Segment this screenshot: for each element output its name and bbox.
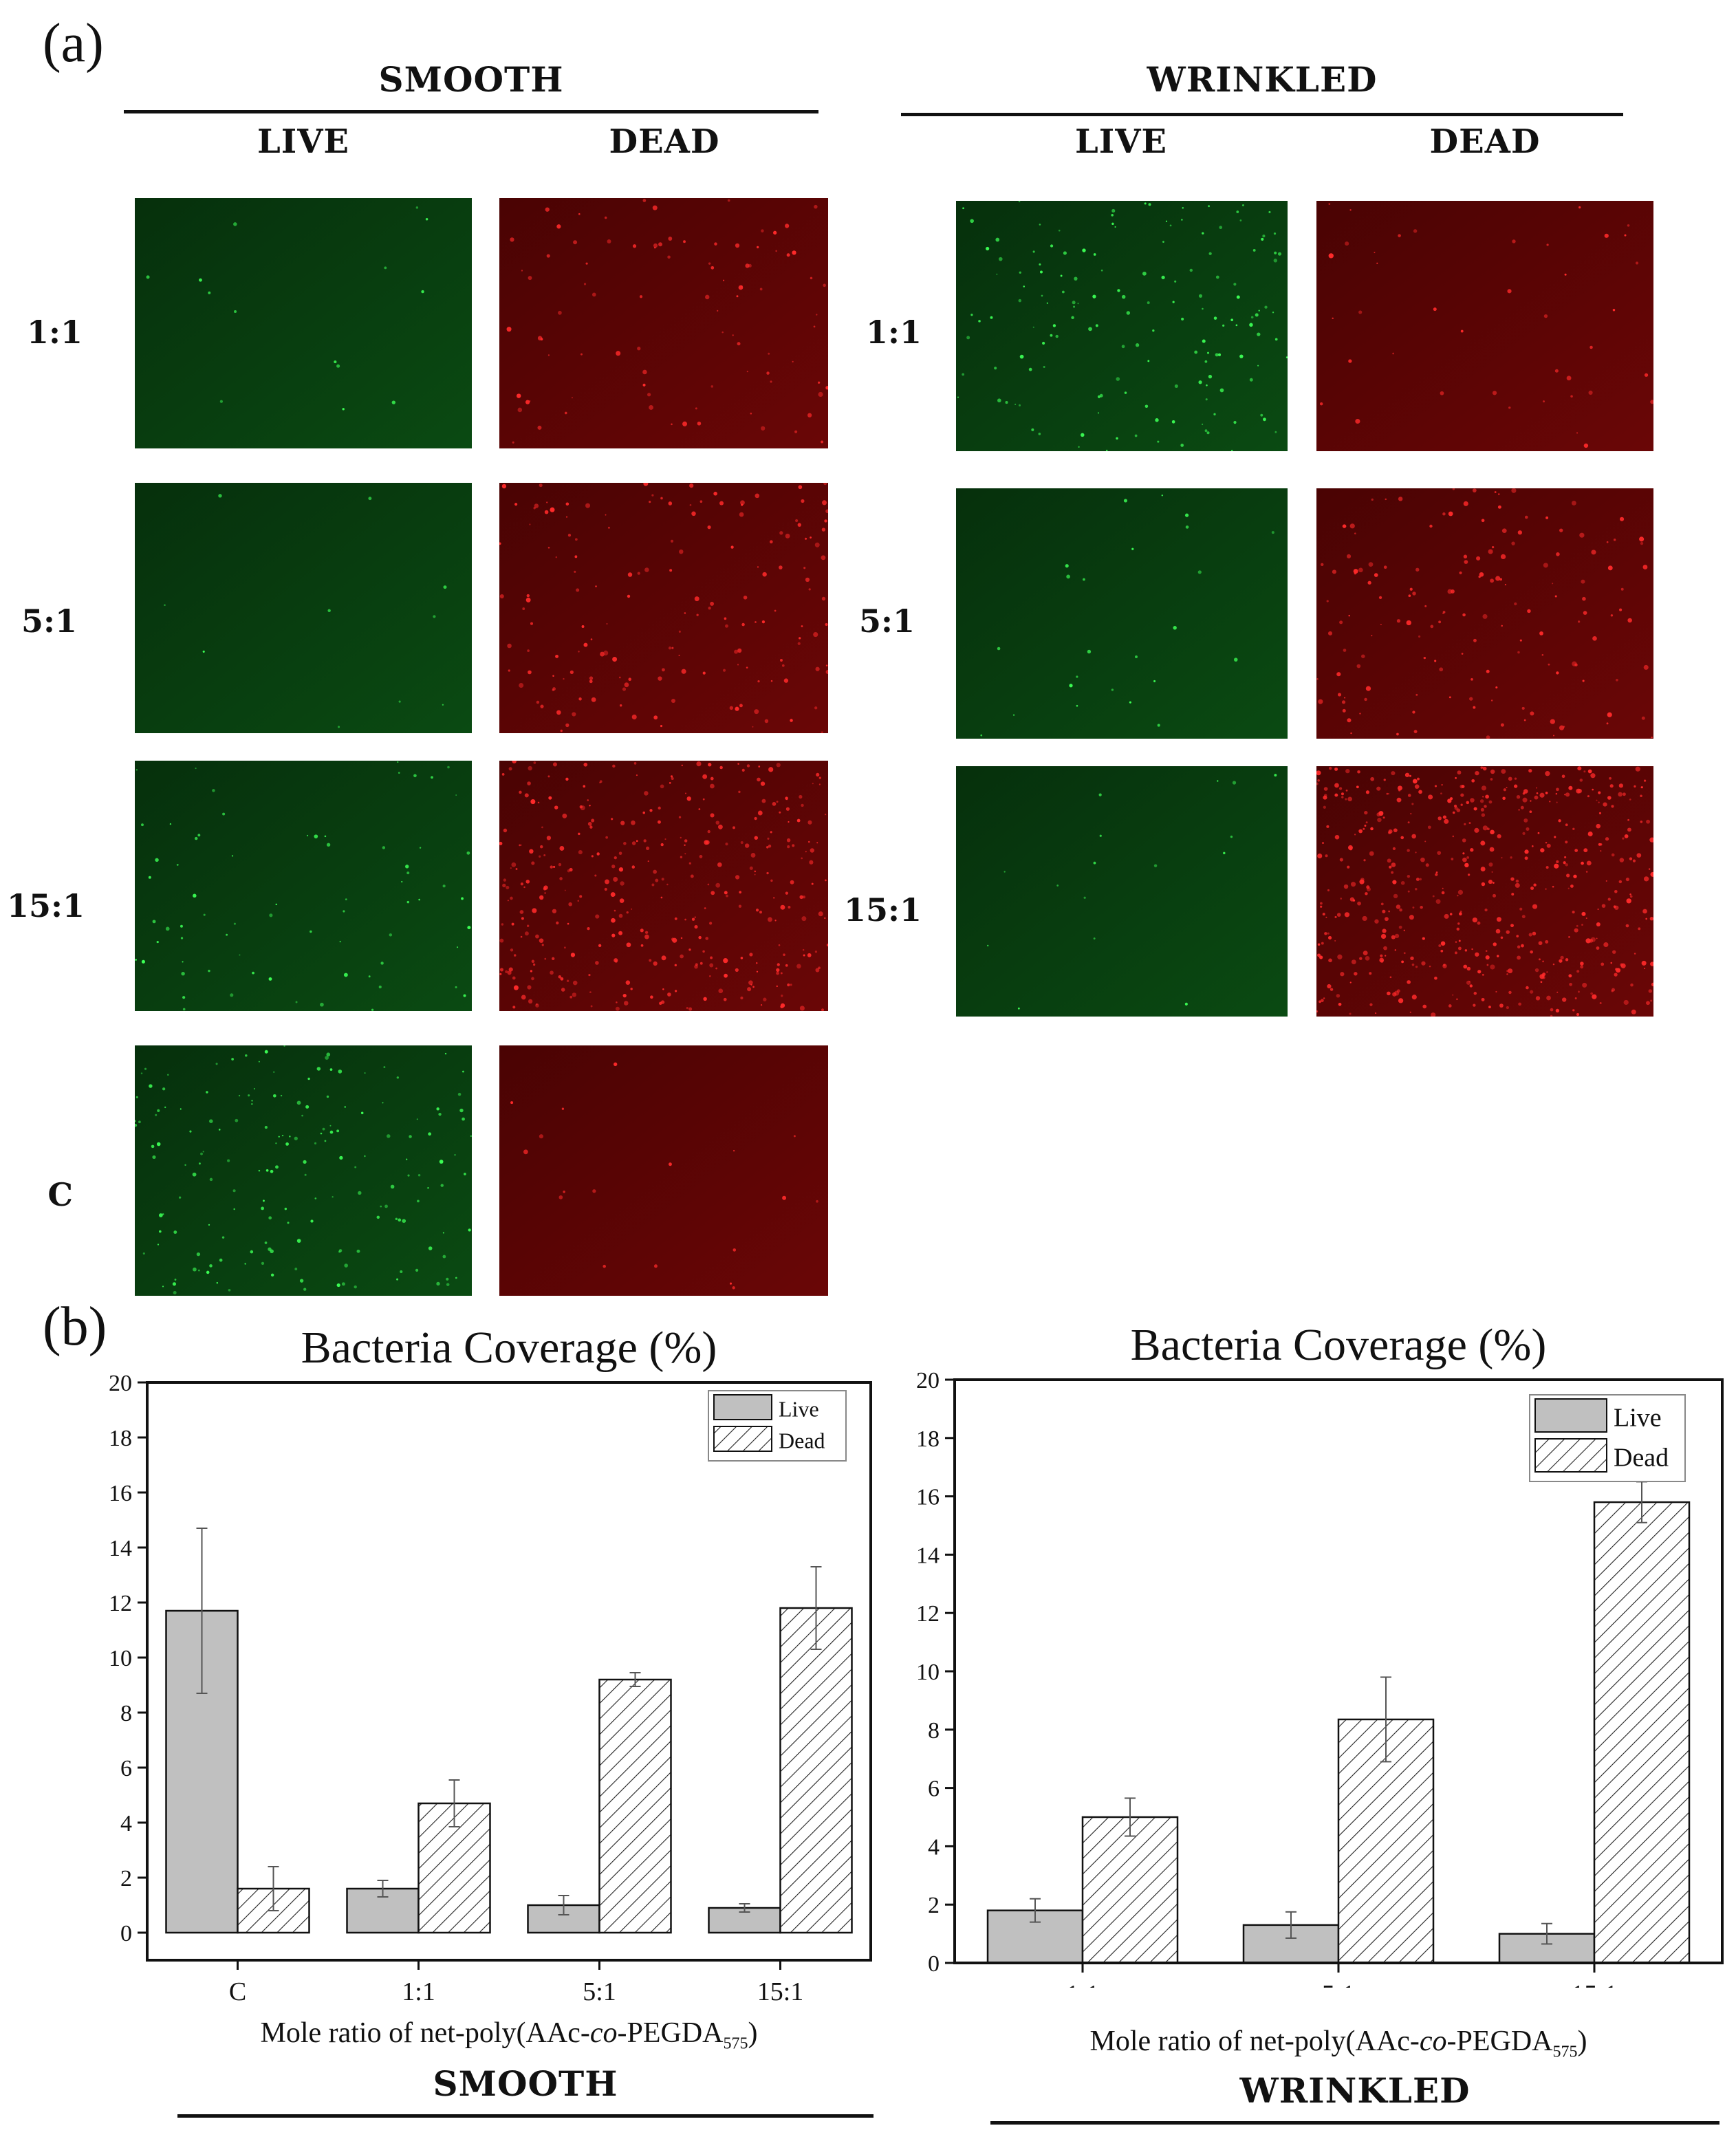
x-tick-label: 1:1 bbox=[1066, 1980, 1100, 1988]
smooth-caption: SMOOTH bbox=[433, 2063, 618, 2104]
error-bar-live-15:1 bbox=[1541, 1922, 1552, 1945]
x-tick-label: 5:1 bbox=[1322, 1980, 1356, 1988]
x-tick-label: 1:1 bbox=[402, 1977, 435, 2006]
y-tick-label: 2 bbox=[120, 1866, 132, 1891]
wrinkled-caption-rule bbox=[990, 2121, 1719, 2125]
wrinkled-dead-heading: DEAD bbox=[1429, 122, 1541, 161]
plot-frame bbox=[953, 1378, 1724, 1964]
error-bar-dead-5:1 bbox=[1380, 1676, 1391, 1763]
y-tick-label: 18 bbox=[109, 1426, 132, 1451]
y-tick-label: 20 bbox=[916, 1369, 940, 1393]
y-tick-label: 2 bbox=[928, 1893, 940, 1918]
error-bar-live-5:1 bbox=[558, 1895, 569, 1915]
x-tick-label: 15:1 bbox=[1571, 1980, 1618, 1988]
y-tick-label: 0 bbox=[928, 1951, 940, 1977]
wrinkled-group-title: WRINKLED bbox=[1147, 59, 1378, 100]
micrograph-smooth-live-control bbox=[135, 1045, 472, 1296]
wrinkled-caption: WRINKLED bbox=[1239, 2070, 1471, 2111]
y-tick-label: 14 bbox=[109, 1536, 132, 1561]
bar-dead-15:1 bbox=[779, 1607, 853, 1934]
error-bar-dead-1:1 bbox=[448, 1779, 460, 1827]
wrinkled-live-heading: LIVE bbox=[1074, 122, 1168, 161]
micrograph-smooth-live-1-1 bbox=[135, 198, 472, 448]
legend-label-dead: Dead bbox=[779, 1428, 825, 1453]
smooth-header-rule bbox=[124, 110, 818, 113]
smooth-bar-chart: 0 2 4 6 8 10 12 14 16 18 20 C 1:1 5:1 15:1 Live Dead bbox=[109, 1371, 872, 2006]
error-bar-live-1:1 bbox=[1030, 1898, 1041, 1923]
error-bar-live-15:1 bbox=[739, 1903, 750, 1913]
smooth-row-label-15-1: 15:1 bbox=[7, 887, 85, 924]
wrinkled-chart-title: Bacteria Coverage (%) bbox=[1130, 1320, 1547, 1370]
plot-frame bbox=[146, 1381, 872, 1962]
y-tick-label: 20 bbox=[109, 1371, 132, 1396]
panel-b-letter: (b) bbox=[43, 1296, 107, 1357]
smooth-live-heading: LIVE bbox=[257, 122, 350, 161]
wrinkled-bar-chart: 0 2 4 6 8 10 12 14 16 18 20 1:1 5:1 15:1 Live Dead bbox=[916, 1369, 1724, 1988]
micrograph-wrinkled-dead-5-1 bbox=[1316, 488, 1653, 739]
bar-dead-15:1 bbox=[1593, 1501, 1691, 1964]
legend-label-live: Live bbox=[1614, 1403, 1662, 1432]
legend-swatch-live bbox=[1534, 1398, 1607, 1433]
legend-swatch-dead bbox=[1534, 1438, 1607, 1473]
y-tick-label: 18 bbox=[916, 1426, 940, 1452]
micrograph-smooth-dead-control bbox=[499, 1045, 828, 1296]
y-tick-label: 4 bbox=[928, 1834, 940, 1860]
y-tick-label: 16 bbox=[109, 1481, 132, 1506]
x-tick-label: C bbox=[229, 1977, 246, 2006]
y-tick-label: 6 bbox=[928, 1777, 940, 1802]
y-tick-label: 0 bbox=[120, 1921, 132, 1946]
legend-swatch-live bbox=[713, 1394, 772, 1420]
micrograph-smooth-live-15-1 bbox=[135, 761, 472, 1011]
y-tick-label: 8 bbox=[120, 1701, 132, 1726]
panel-a-letter: (a) bbox=[43, 13, 104, 74]
error-bar-live-1:1 bbox=[377, 1880, 389, 1898]
wrinkled-row-label-5-1: 5:1 bbox=[859, 602, 915, 640]
micrograph-smooth-dead-1-1 bbox=[499, 198, 828, 448]
y-tick-label: 10 bbox=[109, 1646, 132, 1671]
wrinkled-header-rule bbox=[901, 113, 1623, 116]
smooth-dead-heading: DEAD bbox=[609, 122, 720, 161]
bar-dead-5:1 bbox=[598, 1678, 672, 1934]
y-tick-label: 16 bbox=[916, 1485, 940, 1510]
micrograph-wrinkled-live-15-1 bbox=[956, 766, 1288, 1017]
smooth-row-label-control: C bbox=[47, 1176, 73, 1213]
legend-label-dead: Dead bbox=[1614, 1443, 1669, 1472]
micrograph-smooth-dead-5-1 bbox=[499, 483, 828, 733]
smooth-chart-title: Bacteria Coverage (%) bbox=[301, 1323, 717, 1373]
chart-legend: Live Dead bbox=[708, 1390, 847, 1462]
wrinkled-row-label-1-1: 1:1 bbox=[866, 314, 922, 351]
micrograph-smooth-live-5-1 bbox=[135, 483, 472, 733]
micrograph-wrinkled-live-1-1 bbox=[956, 201, 1288, 451]
micrograph-wrinkled-live-5-1 bbox=[956, 488, 1288, 739]
x-tick-label: 5:1 bbox=[583, 1977, 616, 2006]
smooth-x-axis-label: Mole ratio of net-poly(AAc-co-PEGDA575) bbox=[260, 2017, 758, 2053]
error-bar-dead-5:1 bbox=[629, 1672, 641, 1687]
error-bar-dead-C bbox=[268, 1866, 279, 1911]
bar-dead-1:1 bbox=[1081, 1816, 1179, 1964]
error-bar-live-5:1 bbox=[1285, 1911, 1296, 1939]
smooth-row-label-1-1: 1:1 bbox=[27, 314, 83, 351]
wrinkled-row-label-15-1: 15:1 bbox=[843, 891, 922, 929]
error-bar-live-C bbox=[196, 1528, 208, 1694]
y-tick-label: 8 bbox=[928, 1718, 940, 1744]
y-tick-label: 4 bbox=[120, 1811, 132, 1836]
y-tick-label: 12 bbox=[109, 1591, 132, 1616]
legend-label-live: Live bbox=[779, 1396, 819, 1421]
error-bar-dead-1:1 bbox=[1125, 1797, 1136, 1837]
smooth-caption-rule bbox=[177, 2114, 874, 2118]
y-tick-label: 10 bbox=[916, 1660, 940, 1685]
wrinkled-x-axis-label: Mole ratio of net-poly(AAc-co-PEGDA575) bbox=[1089, 2026, 1587, 2061]
micrograph-smooth-dead-15-1 bbox=[499, 761, 828, 1011]
legend-swatch-dead bbox=[713, 1426, 772, 1452]
y-tick-label: 6 bbox=[120, 1756, 132, 1781]
y-tick-label: 14 bbox=[916, 1543, 940, 1568]
chart-legend: Live Dead bbox=[1529, 1394, 1686, 1482]
micrograph-wrinkled-dead-1-1 bbox=[1316, 201, 1653, 451]
smooth-row-label-5-1: 5:1 bbox=[21, 602, 77, 640]
y-tick-label: 12 bbox=[916, 1601, 940, 1627]
micrograph-wrinkled-dead-15-1 bbox=[1316, 766, 1653, 1017]
smooth-group-title: SMOOTH bbox=[378, 59, 564, 100]
x-tick-label: 15:1 bbox=[757, 1977, 804, 2006]
error-bar-dead-15:1 bbox=[810, 1566, 822, 1650]
